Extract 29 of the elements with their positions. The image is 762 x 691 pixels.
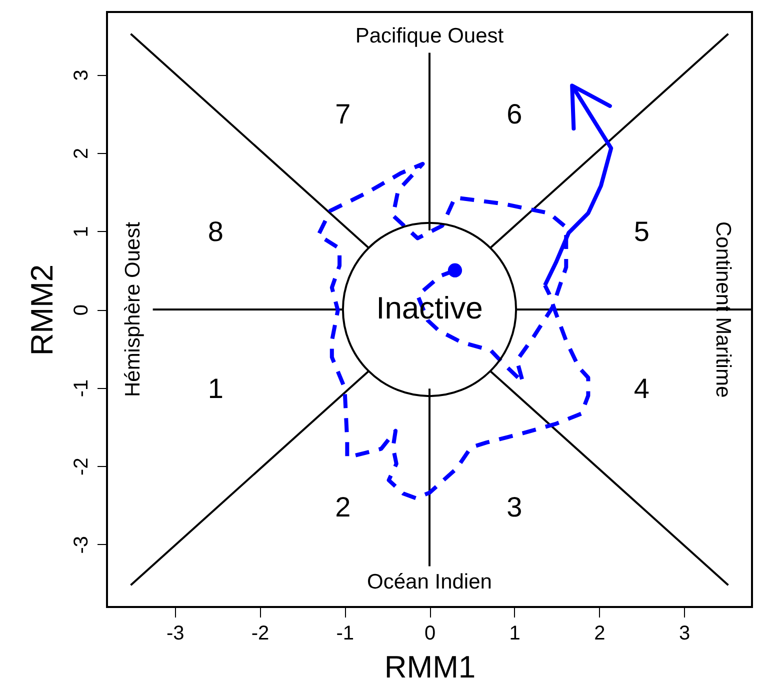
- annotation: 8: [208, 216, 224, 247]
- y-tick-label: -2: [70, 458, 92, 476]
- x-tick-label: -3: [166, 622, 184, 644]
- annotation: Pacifique Ouest: [355, 24, 504, 48]
- annotation: 2: [335, 491, 351, 522]
- y-axis-title: RMM2: [24, 264, 60, 356]
- y-tick-label: -3: [70, 536, 92, 554]
- annotation: 3: [506, 491, 522, 522]
- x-tick-label: 0: [424, 622, 436, 644]
- annotation: Océan Indien: [367, 570, 492, 594]
- annotation: Hémisphère Ouest: [121, 222, 144, 398]
- annotation: Continent Maritime: [711, 221, 734, 398]
- x-tick-label: -2: [251, 622, 270, 644]
- x-tick-label: 3: [679, 622, 690, 644]
- annotation: 6: [506, 98, 522, 130]
- annotation: 7: [335, 98, 351, 130]
- y-tick-label: 1: [70, 226, 92, 238]
- x-tick-label: 1: [509, 622, 520, 644]
- y-tick-label: 0: [70, 304, 92, 316]
- x-tick-label: -1: [336, 622, 354, 644]
- y-tick-label: -1: [70, 379, 92, 398]
- annotation: Inactive: [376, 290, 483, 326]
- annotation: 4: [634, 373, 650, 404]
- annotation: 5: [634, 216, 650, 247]
- x-tick-label: 2: [594, 622, 606, 644]
- y-tick-label: 3: [70, 70, 92, 81]
- x-axis-title: RMM1: [384, 650, 476, 684]
- annotation: 1: [208, 373, 224, 404]
- y-tick-label: 2: [70, 148, 92, 159]
